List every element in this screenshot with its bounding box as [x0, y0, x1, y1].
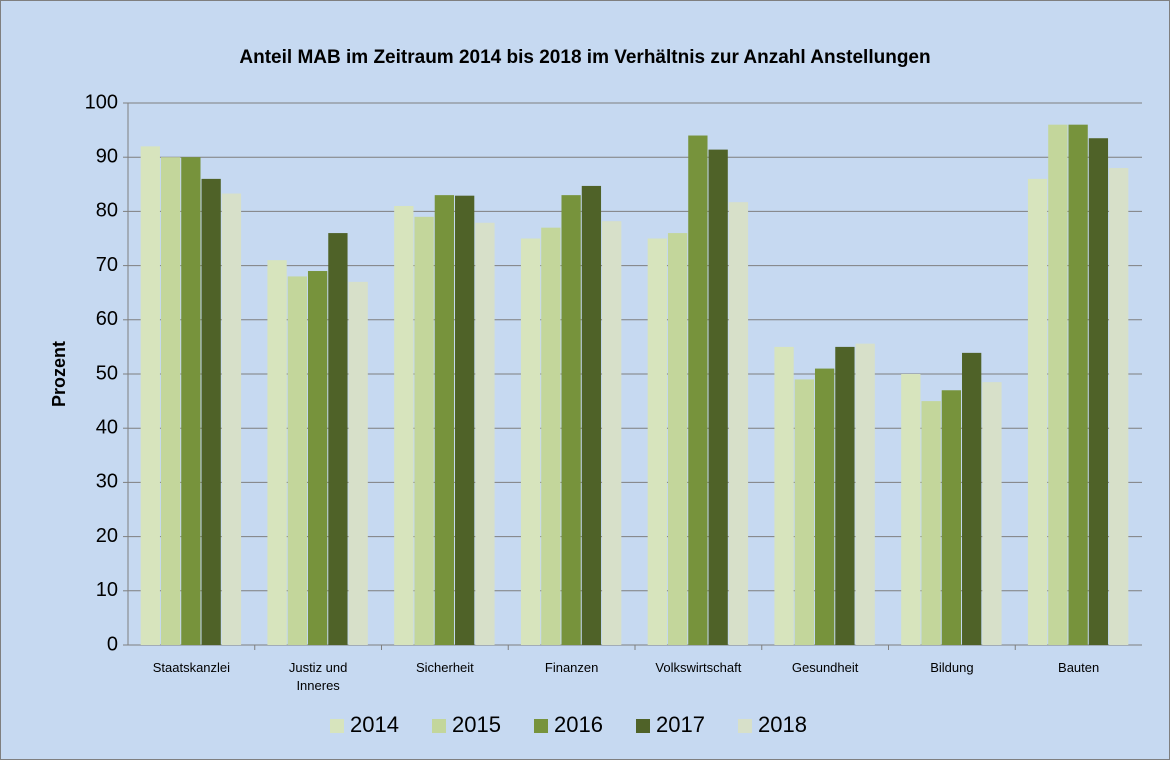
bar — [394, 205, 414, 646]
legend-label: 2017 — [656, 712, 705, 737]
bar — [1088, 138, 1109, 646]
y-tick-label: 70 — [96, 254, 118, 276]
x-tick-label: Staatskanzlei — [152, 660, 231, 675]
legend-swatch — [432, 719, 446, 733]
bar — [962, 352, 982, 645]
bar — [414, 216, 434, 645]
bar — [982, 382, 1002, 645]
legend-label: 2018 — [758, 712, 807, 737]
legend-label: 2016 — [554, 712, 603, 737]
y-tick-label: 0 — [107, 633, 118, 655]
y-tick-label: 60 — [96, 308, 118, 330]
bar — [708, 149, 728, 645]
bar — [774, 346, 794, 645]
bar — [1068, 124, 1088, 646]
bar — [221, 193, 242, 645]
y-tick-label: 100 — [85, 91, 118, 113]
y-tick-label: 50 — [96, 362, 118, 384]
y-tick-label: 40 — [96, 416, 118, 438]
bar — [160, 157, 181, 645]
legend-swatch — [330, 719, 344, 733]
bar — [728, 202, 749, 645]
bar — [541, 227, 561, 645]
x-tick-label: Volkswirtschaft — [655, 660, 742, 675]
bar — [835, 346, 855, 645]
y-tick-label: 20 — [96, 525, 118, 547]
y-axis-label: Prozent — [49, 341, 69, 407]
bar — [667, 233, 688, 645]
x-tick-label: Justiz und Inneres — [288, 660, 348, 693]
legend-label: 2014 — [350, 712, 399, 737]
x-tick-label: Sicherheit — [415, 660, 474, 675]
bar — [1048, 124, 1068, 646]
bar — [647, 238, 667, 645]
bar — [794, 379, 814, 645]
x-tick-label: Bildung — [930, 660, 974, 675]
y-tick-label: 10 — [96, 579, 118, 601]
bar — [475, 222, 495, 646]
y-tick-label: 30 — [96, 471, 118, 493]
bar — [941, 390, 962, 645]
bar — [201, 178, 221, 645]
chart-title: Anteil MAB im Zeitraum 2014 bis 2018 im … — [239, 47, 930, 68]
legend-label: 2015 — [452, 712, 501, 737]
bar — [328, 233, 348, 645]
bar — [287, 276, 307, 645]
bar — [814, 368, 835, 645]
x-tick-label: Bauten — [1058, 660, 1100, 675]
legend-swatch — [534, 719, 548, 733]
bar — [348, 281, 368, 645]
bar — [1109, 168, 1129, 646]
x-tick-label: Finanzen — [544, 660, 599, 675]
bar — [455, 195, 475, 645]
y-tick-label: 80 — [96, 200, 118, 222]
x-tick-label: Gesundheit — [791, 660, 859, 675]
bar — [602, 221, 622, 645]
bar — [140, 146, 160, 646]
y-tick-label: 90 — [96, 145, 118, 167]
bar — [307, 271, 328, 645]
bar — [921, 401, 941, 645]
legend-swatch — [738, 719, 752, 733]
bar — [855, 343, 875, 645]
legend-swatch — [636, 719, 650, 733]
bar — [581, 185, 602, 645]
bar — [520, 238, 541, 645]
bar — [688, 135, 708, 645]
bar — [434, 195, 455, 645]
bar — [181, 157, 201, 645]
bar — [1027, 178, 1048, 645]
bar — [267, 260, 287, 645]
bar — [901, 374, 921, 645]
bar — [561, 195, 581, 645]
